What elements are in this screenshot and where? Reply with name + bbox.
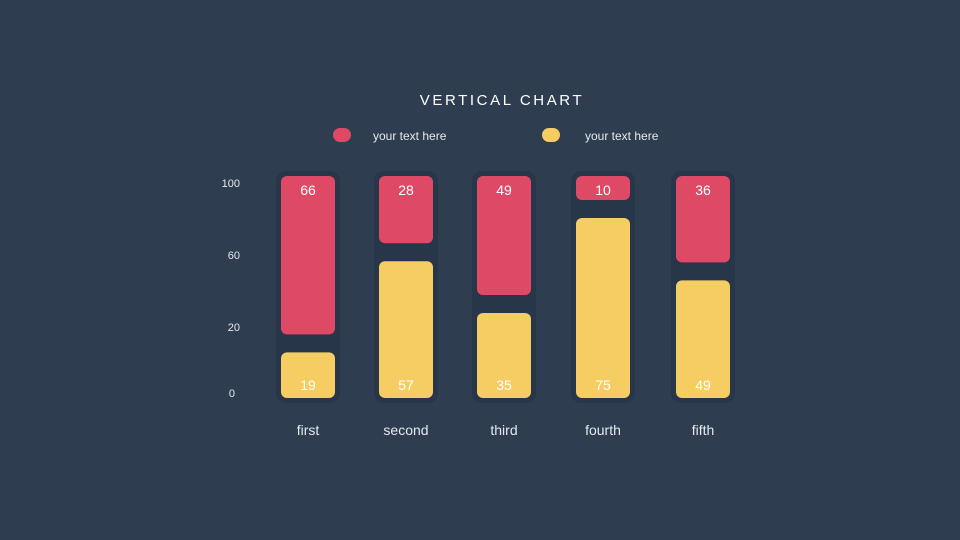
y-axis: 100 60 20 0 xyxy=(222,178,240,400)
data-label-yellow: 19 xyxy=(300,377,316,393)
data-label-red: 36 xyxy=(695,182,711,198)
category-label: fifth xyxy=(692,422,715,438)
data-label-yellow: 49 xyxy=(695,377,711,393)
bar-segment-yellow xyxy=(281,352,335,398)
bar-segment-yellow xyxy=(676,280,730,398)
bar-segment-yellow xyxy=(477,313,531,398)
data-label-red: 28 xyxy=(398,182,414,198)
category-label: fourth xyxy=(585,422,621,438)
legend-swatch-yellow xyxy=(542,128,560,142)
bar-segment-red xyxy=(379,176,433,244)
category-label: second xyxy=(383,422,428,438)
bar-segment-yellow xyxy=(379,261,433,398)
bar-segment-red xyxy=(676,176,730,263)
data-label-yellow: 75 xyxy=(595,377,611,393)
bar-segment-yellow xyxy=(576,218,630,398)
chart-title: VERTICAL CHART xyxy=(420,92,585,109)
data-label-red: 10 xyxy=(595,182,611,198)
category-label: first xyxy=(297,422,320,438)
bar-segment-red xyxy=(281,176,335,335)
y-tick-label: 100 xyxy=(222,178,240,190)
y-tick-label: 60 xyxy=(228,250,240,262)
data-label-yellow: 57 xyxy=(398,377,414,393)
y-tick-label: 20 xyxy=(228,322,240,334)
bar-segment-red xyxy=(477,176,531,295)
data-label-red: 49 xyxy=(496,182,512,198)
y-tick-label: 0 xyxy=(229,388,235,400)
legend: your text here your text here xyxy=(333,128,659,143)
data-label-yellow: 35 xyxy=(496,377,512,393)
bars: 66 19 first 28 57 second 49 35 third 10 75 fourth 36… xyxy=(276,171,735,438)
bar-segment-red xyxy=(576,176,630,200)
category-label: third xyxy=(490,422,517,438)
legend-label-yellow: your text here xyxy=(585,129,659,143)
legend-label-red: your text here xyxy=(373,129,447,143)
data-label-red: 66 xyxy=(300,182,316,198)
legend-swatch-red xyxy=(333,128,351,142)
